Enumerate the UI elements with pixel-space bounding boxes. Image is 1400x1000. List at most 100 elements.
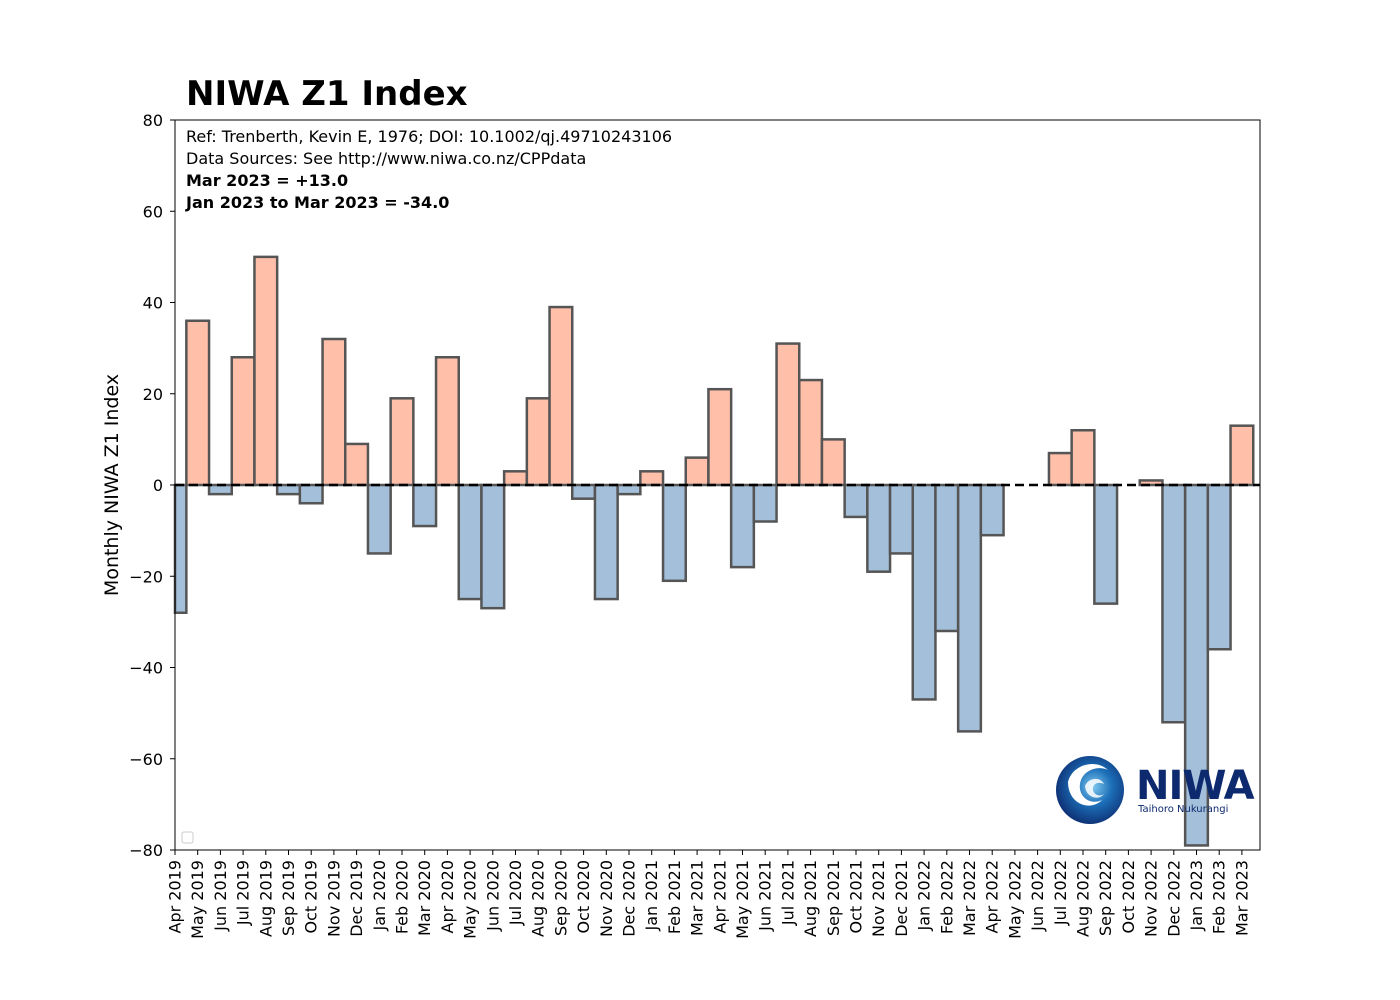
y-tick-label: −60 bbox=[129, 750, 163, 769]
bar-mar-2021 bbox=[684, 456, 710, 487]
bar-jul-2021 bbox=[775, 342, 801, 487]
bar-mar-2023 bbox=[1229, 424, 1255, 487]
bar-sep-2019 bbox=[275, 483, 302, 496]
bar-may-2019 bbox=[185, 319, 211, 487]
bar-dec-2021 bbox=[888, 483, 914, 555]
annotation-latest: Mar 2023 = +13.0 bbox=[186, 171, 348, 190]
x-tick-label: Jun 2021 bbox=[756, 860, 775, 932]
y-tick-label: −40 bbox=[129, 659, 163, 678]
x-tick-label: Feb 2020 bbox=[393, 860, 412, 934]
x-tick-label: Nov 2022 bbox=[1142, 860, 1161, 937]
bar-aug-2020 bbox=[525, 397, 551, 487]
x-axis: Apr 2019 May 2019 Jun 2019 Jul 2019 Aug 2019… bbox=[166, 850, 1251, 939]
x-tick-label: Sep 2019 bbox=[279, 860, 298, 936]
x-tick-label: May 2021 bbox=[733, 860, 752, 939]
bar-mar-2022 bbox=[956, 483, 983, 733]
bar-may-2021 bbox=[729, 483, 756, 569]
bar-jul-2020 bbox=[502, 470, 529, 487]
bar-sep-2020 bbox=[548, 305, 574, 487]
x-tick-label: Mar 2021 bbox=[688, 860, 707, 936]
bar-jan-2023 bbox=[1183, 483, 1210, 847]
bar-oct-2020 bbox=[571, 483, 597, 500]
bar-jan-2022 bbox=[911, 483, 937, 701]
x-tick-label: Jan 2023 bbox=[1187, 860, 1206, 931]
y-tick-label: 0 bbox=[153, 476, 163, 495]
x-tick-label: Aug 2019 bbox=[256, 860, 275, 937]
bar-apr-2020 bbox=[434, 356, 460, 487]
x-tick-label: Jul 2020 bbox=[506, 860, 525, 926]
bar-nov-2020 bbox=[593, 483, 619, 601]
x-tick-label: Jan 2021 bbox=[642, 860, 661, 931]
bar-jan-2020 bbox=[366, 483, 392, 555]
bar-jan-2021 bbox=[639, 470, 665, 487]
bar-dec-2020 bbox=[616, 483, 642, 496]
bar-jun-2020 bbox=[480, 483, 506, 610]
x-tick-label: Aug 2022 bbox=[1074, 860, 1093, 937]
x-tick-label: Oct 2020 bbox=[574, 860, 593, 933]
x-tick-label: Nov 2021 bbox=[869, 860, 888, 937]
x-tick-label: Sep 2022 bbox=[1096, 860, 1115, 936]
x-tick-label: Jul 2022 bbox=[1051, 860, 1070, 926]
y-tick-label: −20 bbox=[129, 567, 163, 586]
x-tick-label: Dec 2021 bbox=[892, 860, 911, 937]
logo-wave-icon bbox=[1068, 763, 1108, 806]
x-tick-label: Feb 2023 bbox=[1210, 860, 1229, 934]
bar-feb-2021 bbox=[661, 483, 687, 583]
bar-apr-2019 bbox=[173, 483, 188, 614]
logo-name: NIWA bbox=[1136, 763, 1255, 809]
y-axis-label: Monthly NIWA Z1 Index bbox=[101, 374, 123, 596]
annotation-range: Jan 2023 to Mar 2023 = -34.0 bbox=[185, 193, 449, 212]
chart-title: NIWA Z1 Index bbox=[186, 74, 468, 114]
bar-nov-2022 bbox=[1138, 479, 1164, 487]
annotation-sources: Data Sources: See http://www.niwa.co.nz/… bbox=[186, 149, 586, 168]
niwa-logo: NIWA Taihoro Nukurangi bbox=[1056, 756, 1256, 824]
x-tick-label: Oct 2019 bbox=[302, 860, 321, 933]
x-tick-label: Apr 2021 bbox=[710, 860, 729, 933]
x-tick-label: Jun 2020 bbox=[483, 860, 502, 932]
bar-aug-2019 bbox=[253, 255, 279, 487]
bar-feb-2023 bbox=[1206, 483, 1232, 651]
bar-apr-2021 bbox=[707, 387, 733, 487]
x-tick-label: Apr 2022 bbox=[983, 860, 1002, 933]
bar-dec-2022 bbox=[1161, 483, 1187, 724]
x-tick-label: Mar 2023 bbox=[1232, 860, 1251, 936]
x-tick-label: Jan 2022 bbox=[915, 860, 934, 931]
x-tick-label: Sep 2020 bbox=[551, 860, 570, 936]
x-tick-label: Apr 2019 bbox=[166, 860, 185, 933]
x-tick-label: Feb 2022 bbox=[937, 860, 956, 934]
bars-group bbox=[173, 255, 1255, 847]
x-tick-label: Aug 2021 bbox=[801, 860, 820, 937]
x-tick-label: Mar 2022 bbox=[960, 860, 979, 936]
bar-jul-2019 bbox=[230, 356, 256, 487]
x-tick-label: Dec 2022 bbox=[1164, 860, 1183, 937]
y-tick-label: 20 bbox=[143, 385, 163, 404]
x-tick-label: Nov 2019 bbox=[324, 860, 343, 937]
bar-apr-2022 bbox=[979, 483, 1005, 537]
y-tick-label: 60 bbox=[143, 202, 163, 221]
x-tick-label: Oct 2022 bbox=[1119, 860, 1138, 933]
bar-nov-2021 bbox=[866, 483, 892, 573]
x-tick-label: Jun 2022 bbox=[1028, 860, 1047, 932]
annotation-ref: Ref: Trenberth, Kevin E, 1976; DOI: 10.1… bbox=[186, 127, 672, 146]
bar-aug-2021 bbox=[798, 378, 824, 487]
bar-oct-2021 bbox=[843, 483, 869, 519]
bar-feb-2020 bbox=[389, 397, 415, 487]
bar-mar-2020 bbox=[412, 483, 438, 528]
bar-jul-2022 bbox=[1047, 451, 1073, 487]
bar-may-2020 bbox=[457, 483, 483, 601]
x-tick-label: Nov 2020 bbox=[597, 860, 616, 937]
x-tick-label: Dec 2020 bbox=[620, 860, 639, 937]
bar-jun-2021 bbox=[752, 483, 778, 523]
x-tick-label: Jul 2021 bbox=[778, 860, 797, 926]
y-axis: −80 −60 −40 −20 0 20 40 60 80 bbox=[129, 111, 175, 860]
x-tick-label: Sep 2021 bbox=[824, 860, 843, 936]
bar-nov-2019 bbox=[321, 337, 347, 487]
x-tick-label: May 2022 bbox=[1005, 860, 1024, 939]
x-tick-label: Apr 2020 bbox=[438, 860, 457, 933]
bar-dec-2019 bbox=[344, 442, 370, 487]
bar-sep-2022 bbox=[1093, 483, 1119, 605]
x-tick-label: May 2019 bbox=[188, 860, 207, 939]
logo-subtitle: Taihoro Nukurangi bbox=[1137, 804, 1228, 815]
y-tick-label: −80 bbox=[129, 841, 163, 860]
